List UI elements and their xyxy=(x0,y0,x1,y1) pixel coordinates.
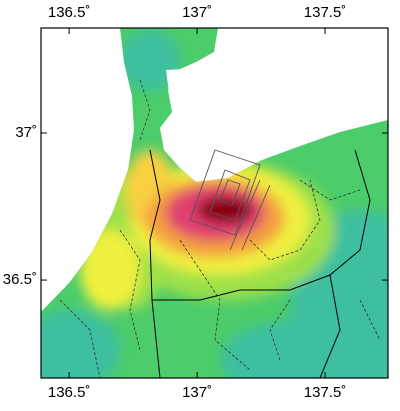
x-tick-label-top: 137.5˚ xyxy=(304,4,347,21)
y-tick-label: 37˚ xyxy=(15,124,37,141)
x-tick-label-bottom: 137˚ xyxy=(182,384,212,401)
map-frame xyxy=(40,27,389,379)
x-tick-label-top: 137˚ xyxy=(182,4,212,21)
prefecture-boundary xyxy=(149,149,161,378)
x-tick-label-bottom: 136.5˚ xyxy=(48,384,91,401)
boundaries xyxy=(149,149,371,378)
prefecture-boundary xyxy=(319,274,341,378)
x-tick-label-top: 136.5˚ xyxy=(48,4,91,21)
noto-bay xyxy=(166,68,210,108)
prefecture-boundary xyxy=(152,149,371,301)
fault-model xyxy=(189,149,271,251)
y-tick-label: 36.5˚ xyxy=(3,271,37,288)
district-lines xyxy=(59,79,381,378)
map-area xyxy=(41,28,388,378)
x-tick-label-bottom: 137.5˚ xyxy=(304,384,347,401)
